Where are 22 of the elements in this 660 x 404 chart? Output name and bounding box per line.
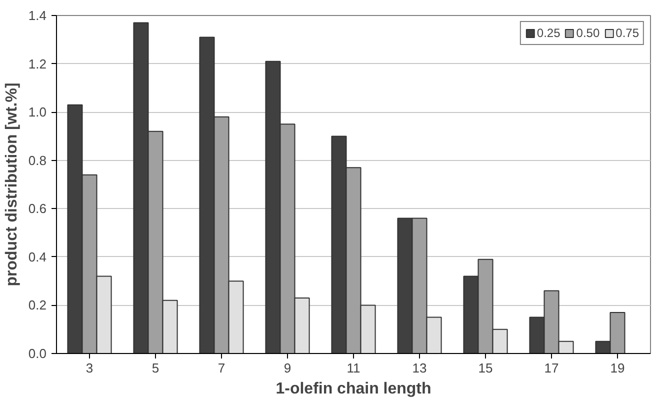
x-tick-label: 11 xyxy=(346,360,360,376)
y-tick-label: 0.6 xyxy=(28,201,47,216)
x-axis-title: 1-olefin chain length xyxy=(276,380,432,398)
y-tick-label: 0.0 xyxy=(28,346,47,361)
y-tick-label: 0.8 xyxy=(28,152,47,168)
legend-label: 0.75 xyxy=(616,26,639,40)
y-axis-title: product distribution [wt.%] xyxy=(3,82,20,286)
y-tick-label: 1.0 xyxy=(28,104,47,120)
x-tick-label: 7 xyxy=(218,360,226,376)
x-tick-label: 5 xyxy=(152,360,160,376)
y-tick-label: 1.4 xyxy=(28,8,47,23)
y-tick-label: 1.2 xyxy=(28,56,47,72)
x-tick-label: 9 xyxy=(284,360,292,376)
x-tick-label: 3 xyxy=(86,360,94,376)
legend-label: 0.25 xyxy=(536,26,560,40)
y-tick-label: 0.4 xyxy=(28,249,47,264)
y-tick-label: 0.2 xyxy=(28,298,47,313)
x-tick-label: 17 xyxy=(544,360,559,376)
legend-label: 0.50 xyxy=(576,26,600,40)
x-tick-label: 15 xyxy=(478,360,493,376)
x-tick-label: 19 xyxy=(610,360,625,376)
x-tick-label: 13 xyxy=(412,360,427,376)
